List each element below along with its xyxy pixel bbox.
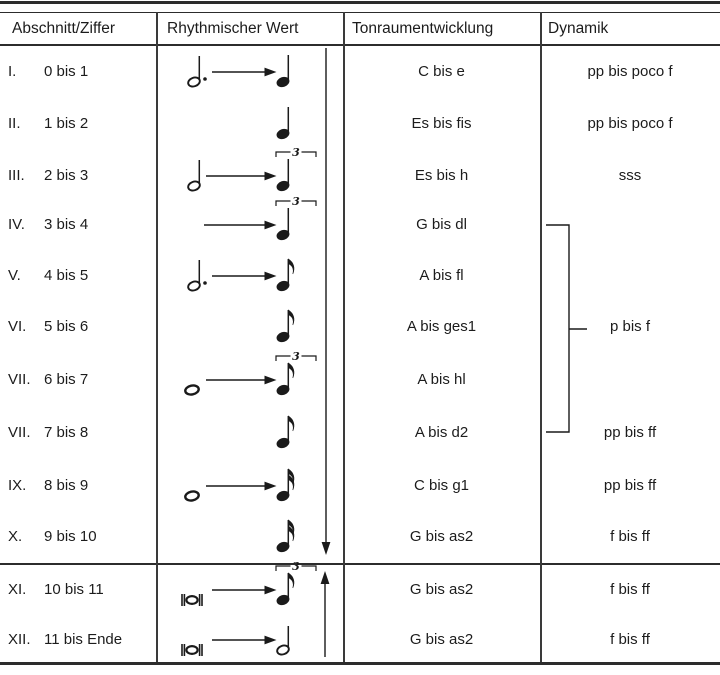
table-row: III. 2 bis 3 Es bis h sss [0,166,720,186]
column-header-abschnitt: Abschnitt/Ziffer [12,20,116,37]
tonraum-value: A bis hl [417,371,466,388]
ascending-tempo-arrow [320,571,330,657]
dynamik-value: pp bis ff [603,477,657,494]
rhythm-glyph-row-3: 3 [187,146,317,192]
tonraum-value: Es bis fis [411,115,472,132]
abschnitt-numeral: XII. [8,631,31,648]
table-row: V. 4 bis 5 A bis fl [0,266,720,286]
abschnitt-ziffer: 3 bis 4 [44,216,89,233]
abschnitt-numeral: XI. [8,581,27,598]
column-header-dynamik: Dynamik [548,20,609,37]
rhythm-glyph-row-1 [187,55,290,88]
rhythm-glyph-row-8 [276,415,295,449]
tonraum-value: G bis dl [416,216,467,233]
table-row: I. 0 bis 1 C bis e pp bis poco f [0,62,720,82]
column-divider-1 [156,12,158,662]
rhythm-glyph-row-4: 3 [204,195,317,241]
abschnitt-ziffer: 6 bis 7 [44,371,89,388]
abschnitt-ziffer: 5 bis 6 [44,318,89,335]
rhythm-glyph-row-7: 3 [184,350,317,396]
dynamik-value: pp bis poco f [587,115,673,132]
abschnitt-ziffer: 0 bis 1 [44,63,89,80]
header-rule-top [0,12,720,13]
rhythm-glyph-row-5 [187,258,295,292]
abschnitt-ziffer: 8 bis 9 [44,477,89,494]
column-header-rhythm: Rhythmischer Wert [167,20,299,37]
rhythm-glyph-row-6 [276,309,295,343]
table-border-bottom [0,662,720,665]
dynamik-value: f bis ff [610,631,650,648]
table-row: IX. 8 bis 9 C bis g1 pp bis ff [0,476,720,496]
dynamik-value: pp bis ff [603,424,657,441]
tonraum-value: A bis d2 [414,424,469,441]
abschnitt-ziffer: 9 bis 10 [44,528,97,545]
table-row: XII. 11 bis Ende G bis as2 f bis ff [0,630,720,650]
table-row: VII. 6 bis 7 A bis hl [0,370,720,390]
rhythm-glyph-row-10 [276,519,295,553]
abschnitt-ziffer: 10 bis 11 [44,581,104,598]
abschnitt-ziffer: 1 bis 2 [44,115,89,132]
abschnitt-numeral: IX. [8,477,27,494]
rhythm-glyph-row-11: 3 [181,560,317,606]
column-divider-2 [343,12,345,662]
abschnitt-numeral: II. [8,115,21,132]
tonraum-value: G bis as2 [409,528,474,545]
dynamik-value: f bis ff [610,528,650,545]
dynamik-value: f bis ff [610,581,650,598]
tonraum-value: A bis ges1 [406,318,477,335]
triplet-bracket-label: 3 [292,195,300,208]
table-row: XI. 10 bis 11 G bis as2 f bis ff [0,580,720,600]
rhythm-glyph-row-12 [181,626,290,656]
abschnitt-ziffer: 2 bis 3 [44,167,89,184]
table-border-top [0,1,720,4]
rhythm-glyph-row-2 [276,107,290,140]
abschnitt-ziffer: 7 bis 8 [44,424,89,441]
tonraum-value: A bis fl [419,267,464,284]
abschnitt-numeral: VII. [8,424,31,441]
table-row: X. 9 bis 10 G bis as2 f bis ff [0,527,720,547]
dynamik-value: pp bis poco f [587,63,673,80]
table-row: IV. 3 bis 4 G bis dl [0,215,720,235]
abschnitt-numeral: V. [8,267,21,284]
abschnitt-numeral: VII. [8,371,31,388]
section-rule-mid [0,563,720,565]
tonraum-value: Es bis h [414,167,469,184]
descending-tempo-arrow [321,48,331,555]
abschnitt-numeral: IV. [8,216,25,233]
tonraum-value: C bis e [418,63,465,80]
column-divider-3 [540,12,542,662]
column-header-tonraum: Tonraumentwicklung [352,20,494,37]
triplet-bracket-label: 3 [292,350,300,363]
rhythm-glyph-row-9 [184,468,295,502]
abschnitt-numeral: I. [8,63,17,80]
abschnitt-numeral: III. [8,167,25,184]
table-row: VI. 5 bis 6 A bis ges1 p bis f [0,317,720,337]
triplet-bracket-label: 3 [292,146,300,159]
tonraum-value: G bis as2 [409,631,474,648]
table-row: VII. 7 bis 8 A bis d2 pp bis ff [0,423,720,443]
abschnitt-numeral: VI. [8,318,27,335]
abschnitt-numeral: X. [8,528,23,545]
tonraum-value: C bis g1 [413,477,470,494]
table-row: II. 1 bis 2 Es bis fis pp bis poco f [0,114,720,134]
abschnitt-ziffer: 11 bis Ende [44,631,123,648]
dynamik-value: sss [618,167,642,184]
triplet-bracket-label: 3 [292,560,300,573]
header-rule-bottom [0,44,720,46]
dynamik-value: p bis f [609,318,651,335]
abschnitt-ziffer: 4 bis 5 [44,267,89,284]
dynamics-group-bracket [546,224,587,433]
tonraum-value: G bis as2 [409,581,474,598]
